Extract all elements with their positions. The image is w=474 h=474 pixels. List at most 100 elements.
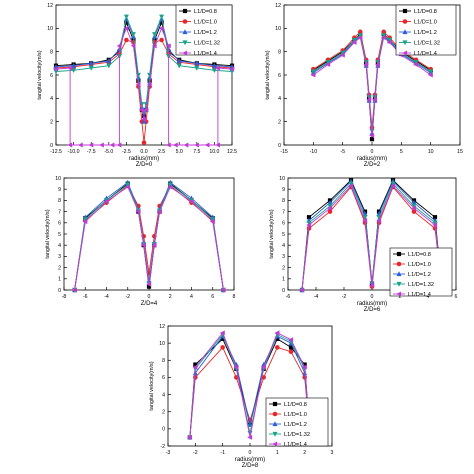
x-tick-label: -2 <box>193 450 198 456</box>
data-point <box>135 81 141 87</box>
legend-entry: L1/D=1.2 <box>194 30 217 36</box>
data-point <box>172 142 178 148</box>
data-point <box>411 209 417 214</box>
data-point <box>327 199 333 205</box>
data-point <box>229 66 235 72</box>
data-point <box>288 345 294 350</box>
data-point <box>381 35 386 41</box>
x-axis-label: radius(mm) <box>129 156 159 162</box>
data-point <box>387 37 393 43</box>
data-point <box>124 37 129 43</box>
data-point <box>140 242 146 248</box>
data-point <box>325 60 331 65</box>
x-tick-label: 10.0 <box>209 149 219 155</box>
data-point <box>220 336 225 341</box>
legend-entry: L1/D=1.32 <box>194 41 220 47</box>
data-point <box>116 43 122 49</box>
legend-entry: L1/D=1.0 <box>414 20 437 26</box>
legend-swatch-marker <box>396 291 402 297</box>
x-tick-label: 8 <box>233 294 236 300</box>
y-tick-label: 4 <box>278 96 281 102</box>
data-point <box>219 330 225 336</box>
data-point <box>88 142 94 148</box>
x-tick-label: 6 <box>455 294 458 300</box>
data-point <box>428 69 434 75</box>
legend-swatch-marker <box>402 40 408 46</box>
data-point <box>411 199 417 205</box>
x-tick-label: -10 <box>310 149 318 155</box>
y-tick-label: 6 <box>162 375 165 381</box>
x-tick-label: 0 <box>371 294 374 300</box>
y-tick-label: 10 <box>275 26 281 32</box>
data-point <box>130 43 136 49</box>
data-point <box>357 35 363 41</box>
data-point <box>413 62 419 67</box>
y-tick-label: 4 <box>58 243 61 249</box>
x-tick-label: -7.5 <box>87 149 96 155</box>
x-tick-label: 5.0 <box>176 149 183 155</box>
legend-entry: L1/D=0.8 <box>284 402 307 408</box>
x-tick-label: 4 <box>427 294 430 300</box>
data-point <box>215 142 221 148</box>
series-line <box>189 335 311 438</box>
y-tick-label: 10 <box>55 176 61 182</box>
y-tick-label: 6 <box>58 221 61 227</box>
data-point <box>151 43 157 49</box>
y-tick-label: 12 <box>159 324 165 330</box>
y-tick-label: 8 <box>282 198 285 204</box>
y-tick-label: 1 <box>282 277 285 283</box>
panel-title: Z/D=4 <box>141 301 158 307</box>
data-point <box>299 287 305 293</box>
legend-entry: L1/D=1.32 <box>414 41 440 47</box>
legend-entry: L1/D=1.0 <box>408 262 431 268</box>
y-tick-label: 8 <box>278 49 281 55</box>
x-axis-label: radius(mm) <box>357 156 387 162</box>
data-point <box>363 62 369 67</box>
data-point <box>363 60 369 65</box>
data-point <box>386 39 392 45</box>
legend-swatch-marker <box>272 401 278 407</box>
x-tick-label: 12.5 <box>227 149 237 155</box>
legend-swatch-marker <box>402 29 408 35</box>
data-point <box>194 60 200 66</box>
x-tick-label: 2.5 <box>158 149 165 155</box>
x-tick-label: -2 <box>125 294 130 300</box>
data-point <box>260 364 266 370</box>
data-point <box>159 14 165 20</box>
data-point <box>99 142 104 148</box>
data-point <box>67 142 73 148</box>
data-point <box>369 283 375 289</box>
legend-box <box>395 4 457 56</box>
data-point <box>103 199 109 205</box>
data-point <box>187 434 192 440</box>
legend-entry: L1/D=1.2 <box>408 272 431 278</box>
legend-swatch-marker <box>272 431 278 437</box>
data-point <box>176 63 182 69</box>
data-point <box>351 37 357 43</box>
data-point <box>152 32 158 37</box>
data-point <box>141 116 147 122</box>
data-point <box>411 205 417 211</box>
legend-swatch-marker <box>182 8 188 14</box>
y-tick-label: -2 <box>160 444 165 450</box>
data-point <box>165 142 171 148</box>
panel-title: Z/D=0 <box>136 162 153 168</box>
y-tick-label: 12 <box>47 3 53 9</box>
legend-swatch-marker <box>272 411 278 417</box>
data-point <box>325 62 331 67</box>
y-axis-label: tangital velocity(m/s) <box>149 361 155 410</box>
y-tick-label: 8 <box>50 49 53 55</box>
y-axis-label: tangital velocity(m/s) <box>269 209 275 258</box>
data-point <box>432 222 438 228</box>
data-point <box>348 181 354 187</box>
y-tick-label: 10 <box>279 176 285 182</box>
legend-entry: L1/D=1.0 <box>284 412 307 418</box>
data-point <box>310 72 316 78</box>
legend-entry: L1/D=1.32 <box>408 282 434 288</box>
legend-swatch-marker <box>402 50 408 56</box>
x-tick-label: -5.0 <box>104 149 113 155</box>
x-tick-label: -6 <box>286 294 291 300</box>
legend-swatch-marker <box>396 281 402 287</box>
data-point <box>211 68 217 74</box>
legend-entry: L1/D=1.4 <box>408 292 431 298</box>
